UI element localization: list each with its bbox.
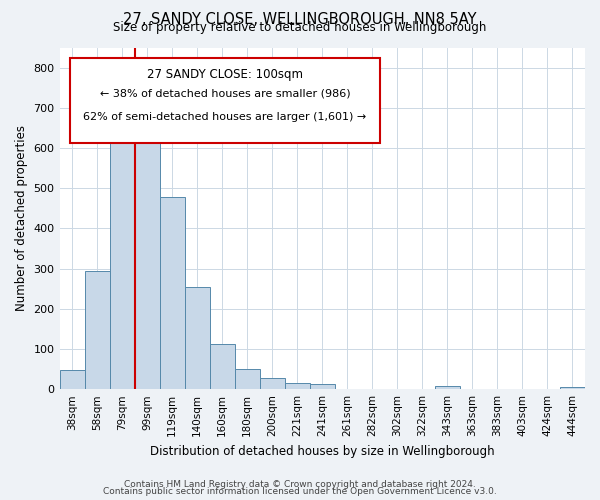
X-axis label: Distribution of detached houses by size in Wellingborough: Distribution of detached houses by size … <box>150 444 494 458</box>
Text: Size of property relative to detached houses in Wellingborough: Size of property relative to detached ho… <box>113 22 487 35</box>
Text: ← 38% of detached houses are smaller (986): ← 38% of detached houses are smaller (98… <box>100 88 350 99</box>
Bar <box>285 382 310 389</box>
Bar <box>435 386 460 389</box>
Bar <box>235 370 260 389</box>
Bar <box>260 378 285 389</box>
Bar <box>110 128 134 389</box>
Text: 62% of semi-detached houses are larger (1,601) →: 62% of semi-detached houses are larger (… <box>83 112 367 122</box>
Text: Contains public sector information licensed under the Open Government Licence v3: Contains public sector information licen… <box>103 487 497 496</box>
Bar <box>59 370 85 389</box>
Text: Contains HM Land Registry data © Crown copyright and database right 2024.: Contains HM Land Registry data © Crown c… <box>124 480 476 489</box>
Bar <box>85 270 110 389</box>
Bar <box>185 288 209 389</box>
FancyBboxPatch shape <box>70 58 380 143</box>
Bar <box>310 384 335 389</box>
Y-axis label: Number of detached properties: Number of detached properties <box>15 126 28 312</box>
Text: 27 SANDY CLOSE: 100sqm: 27 SANDY CLOSE: 100sqm <box>147 68 303 81</box>
Bar <box>134 119 160 389</box>
Text: 27, SANDY CLOSE, WELLINGBOROUGH, NN8 5AY: 27, SANDY CLOSE, WELLINGBOROUGH, NN8 5AY <box>123 12 477 28</box>
Bar <box>560 387 585 389</box>
Bar <box>209 344 235 389</box>
Bar <box>160 196 185 389</box>
